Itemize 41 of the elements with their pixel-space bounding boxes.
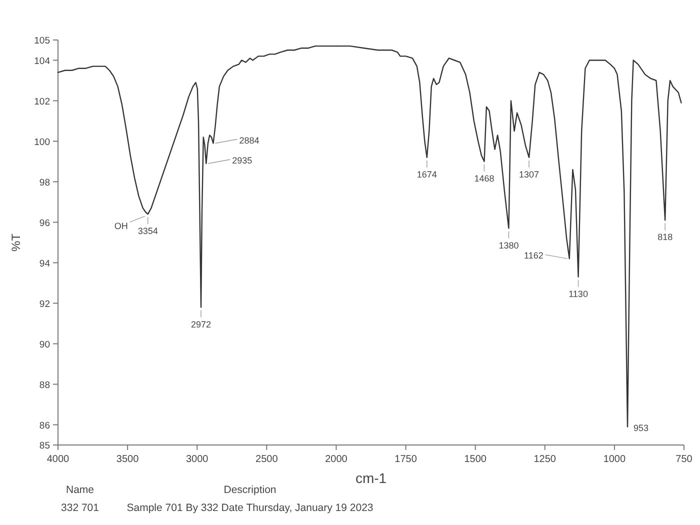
text: Name <box>66 484 94 496</box>
y-tick-label: 88 <box>39 380 50 391</box>
annotation: 818 <box>658 232 673 242</box>
y-tick-label: 96 <box>39 218 50 229</box>
x-tick-label: 3500 <box>116 454 140 465</box>
y-tick-label: 100 <box>34 136 50 148</box>
y-tick-label: 86 <box>39 420 50 432</box>
x-tick-label: 1500 <box>464 454 487 465</box>
annotation: 2972 <box>190 319 212 330</box>
y-axis-title: %T <box>9 232 23 252</box>
x-tick-label: 3000 <box>186 454 209 465</box>
x-tick-label: 1250 <box>534 454 556 465</box>
y-tick-label: 90 <box>39 339 50 350</box>
y-tick-label: 105 <box>34 36 50 46</box>
x-tick-label: 2500 <box>256 454 278 465</box>
y-tick-label: 104 <box>34 56 50 67</box>
annotation: 3354 <box>138 226 158 236</box>
annotation: 1130 <box>568 288 588 299</box>
text: 332 701 <box>61 502 100 514</box>
x-tick-label: 1750 <box>394 454 418 465</box>
annotation: 1162 <box>524 250 544 261</box>
annotation: 1380 <box>498 240 519 250</box>
annotation: 1674 <box>416 169 437 180</box>
text: Description <box>224 484 276 496</box>
x-tick-label: 2000 <box>325 454 348 465</box>
annotation: 1307 <box>519 169 540 180</box>
y-tick-label: 92 <box>39 298 50 310</box>
y-tick-label: 94 <box>39 258 50 270</box>
annotation: 2884 <box>239 135 260 146</box>
x-axis-title: cm-1 <box>355 470 387 486</box>
annotation: 953 <box>634 422 649 433</box>
annotation: 1468 <box>474 174 494 184</box>
annotation: OH <box>114 221 128 232</box>
text: Sample 701 By 332 Date Thursday, January 19 2023 <box>126 502 374 514</box>
x-tick-label: 4000 <box>46 454 70 465</box>
y-tick-label: 85 <box>39 440 50 452</box>
y-tick-label: 102 <box>34 96 50 108</box>
x-tick-label: 1000 <box>603 454 626 465</box>
annotation: 2935 <box>232 156 252 166</box>
x-tick-label: 750 <box>676 454 693 465</box>
y-tick-label: 98 <box>39 177 50 188</box>
